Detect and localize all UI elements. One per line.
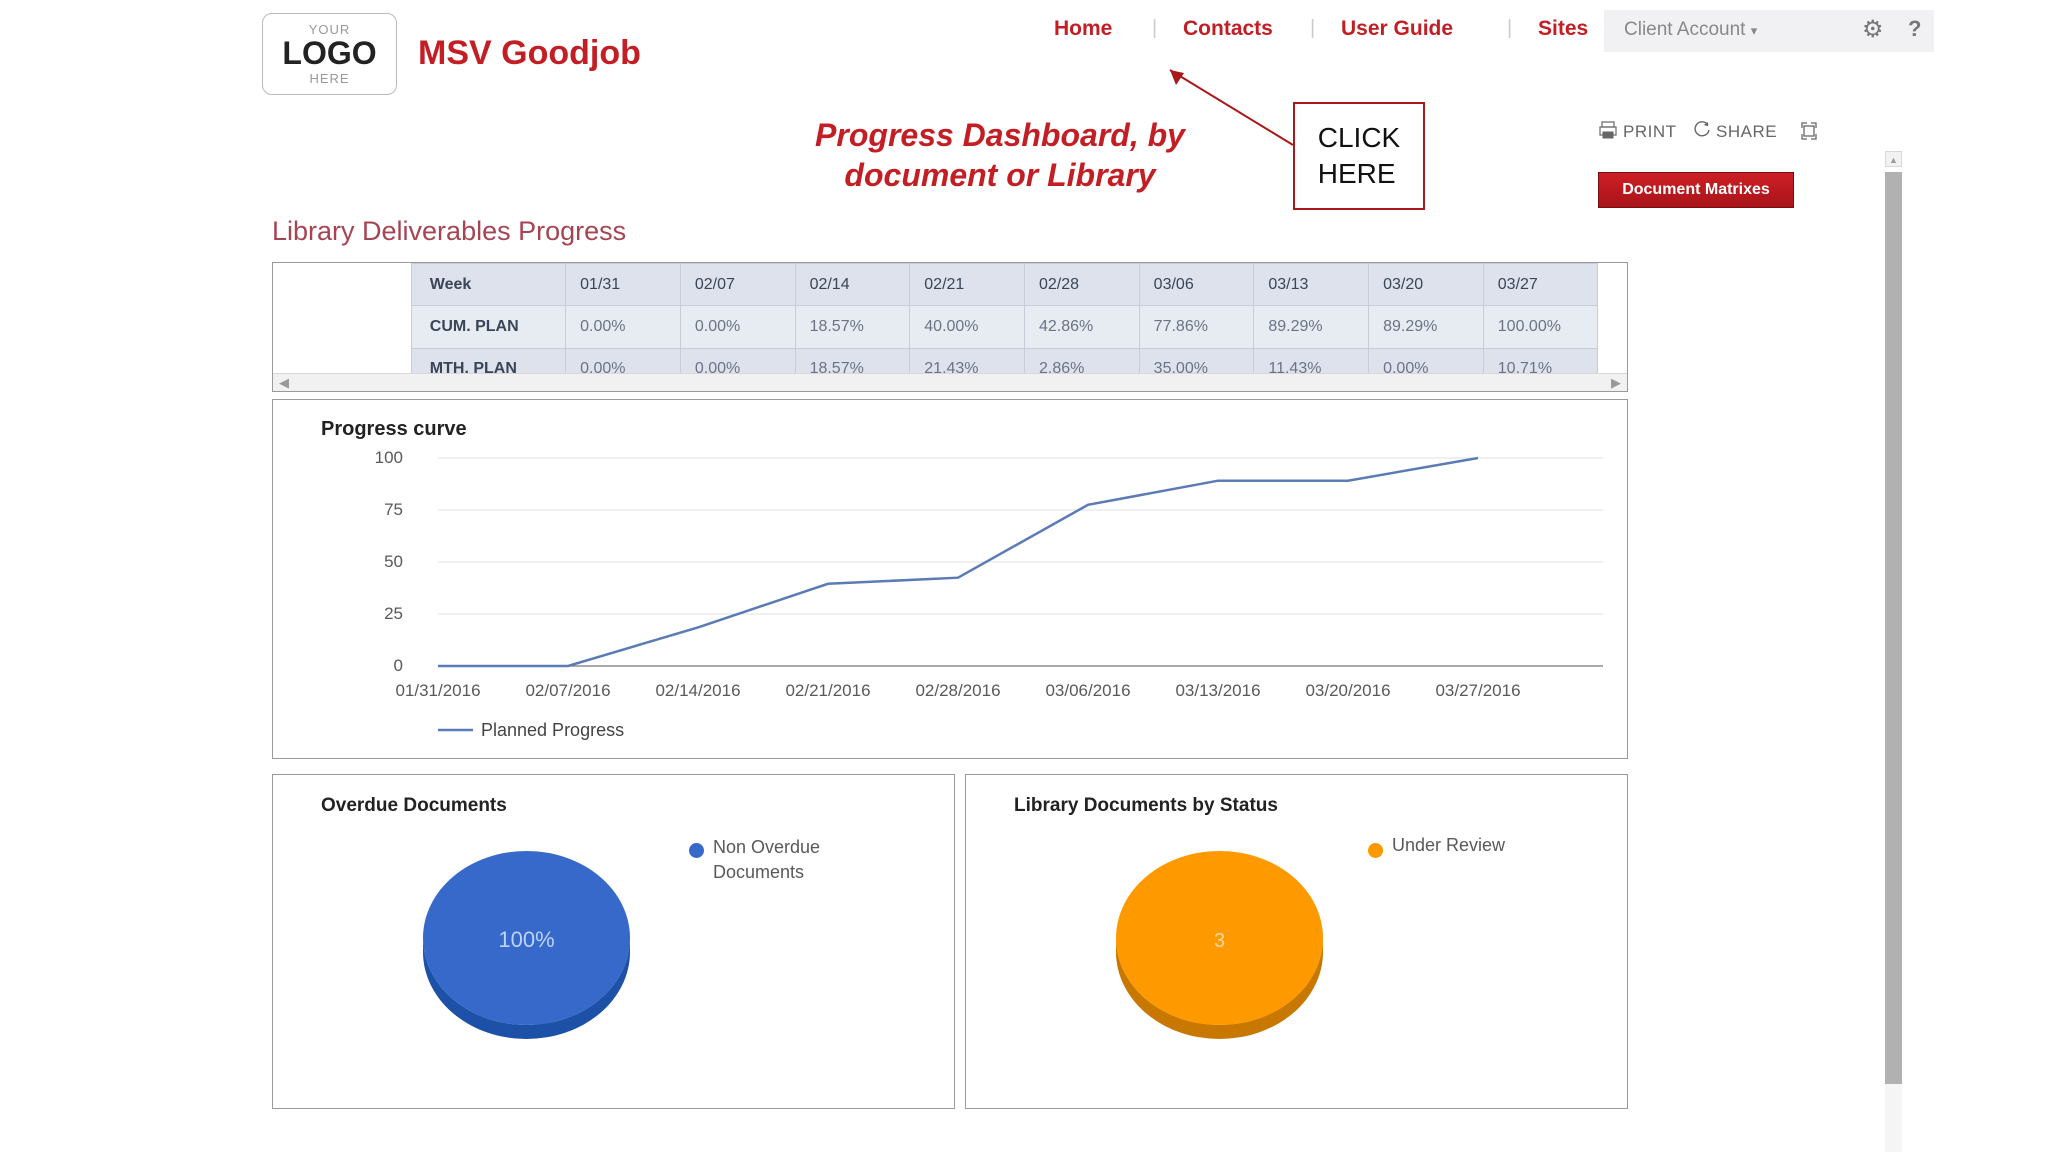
svg-text:0: 0: [394, 656, 403, 675]
svg-text:3: 3: [1214, 930, 1225, 952]
svg-text:100: 100: [375, 448, 403, 467]
svg-text:03/06/2016: 03/06/2016: [1045, 681, 1130, 700]
svg-text:100%: 100%: [498, 927, 554, 952]
svg-text:02/28/2016: 02/28/2016: [915, 681, 1000, 700]
svg-text:02/21/2016: 02/21/2016: [785, 681, 870, 700]
svg-text:Planned Progress: Planned Progress: [481, 720, 624, 740]
svg-text:50: 50: [384, 552, 403, 571]
svg-text:03/27/2016: 03/27/2016: [1435, 681, 1520, 700]
svg-text:75: 75: [384, 500, 403, 519]
svg-text:02/07/2016: 02/07/2016: [525, 681, 610, 700]
svg-text:03/20/2016: 03/20/2016: [1305, 681, 1390, 700]
svg-text:01/31/2016: 01/31/2016: [395, 681, 480, 700]
svg-text:03/13/2016: 03/13/2016: [1175, 681, 1260, 700]
svg-text:02/14/2016: 02/14/2016: [655, 681, 740, 700]
svg-text:25: 25: [384, 604, 403, 623]
